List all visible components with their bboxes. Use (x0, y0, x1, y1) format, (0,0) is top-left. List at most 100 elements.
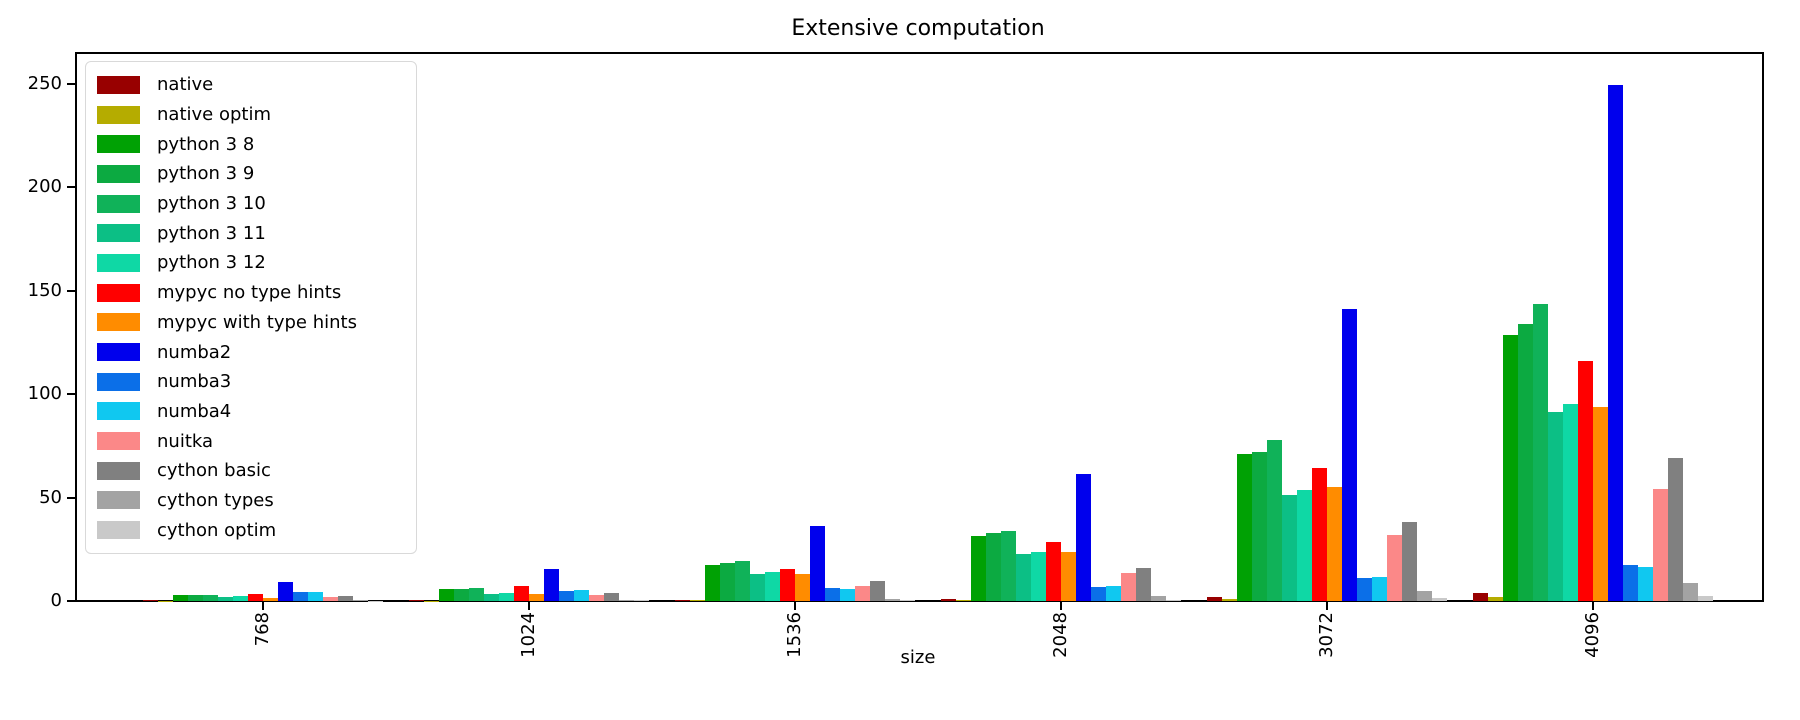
y-tick-label: 200 (27, 176, 62, 198)
bar (780, 568, 795, 601)
bar (1387, 535, 1402, 601)
bar (589, 595, 604, 601)
y-tick-mark (67, 496, 75, 499)
bar (634, 600, 649, 601)
bar (1166, 599, 1181, 601)
bar (1136, 567, 1151, 601)
bar (218, 597, 233, 601)
legend-label: numba3 (157, 371, 232, 393)
bar (158, 600, 173, 601)
bar (1267, 440, 1282, 601)
bar (705, 564, 720, 601)
y-tick-mark (67, 186, 75, 189)
bar (604, 592, 619, 601)
legend-label: python 3 11 (157, 222, 266, 244)
bar (1488, 597, 1503, 601)
bar (1031, 551, 1046, 601)
bar (941, 599, 956, 601)
bar (1297, 490, 1312, 601)
bar (1473, 592, 1488, 601)
bar (885, 598, 900, 601)
bar (1327, 487, 1342, 601)
bar (1121, 572, 1136, 601)
bar (1342, 308, 1357, 601)
x-tick-label: 4096 (1582, 612, 1603, 658)
bar (1372, 577, 1387, 601)
legend-swatch (97, 105, 140, 124)
bar (1016, 554, 1031, 601)
legend-label: numba4 (157, 400, 232, 422)
legend-label: cython optim (157, 519, 277, 541)
legend-item: python 3 9 (97, 159, 406, 189)
legend-swatch (97, 75, 140, 94)
bar (1076, 473, 1091, 601)
legend-label: nuitka (157, 430, 214, 452)
bar (308, 592, 323, 601)
legend-swatch (97, 283, 140, 302)
bar (278, 581, 293, 601)
legend-item: numba4 (97, 397, 406, 427)
bar (735, 560, 750, 601)
y-tick-label: 150 (27, 279, 62, 301)
x-axis-label: size (900, 647, 936, 668)
legend-label: native optim (157, 104, 271, 126)
legend-swatch (97, 194, 140, 213)
bar (690, 600, 705, 601)
bar (810, 526, 825, 601)
bar (720, 562, 735, 601)
bar (1623, 565, 1638, 601)
bar (1698, 595, 1713, 601)
bar (514, 586, 529, 601)
bar (439, 589, 454, 601)
bar (1593, 407, 1608, 601)
bar (409, 600, 424, 601)
bar (1357, 578, 1372, 601)
legend-item: python 3 11 (97, 218, 406, 248)
legend-swatch (97, 521, 140, 540)
bar (1091, 586, 1106, 601)
bar (1252, 452, 1267, 601)
bar (1061, 551, 1076, 601)
x-tick-mark (262, 602, 264, 610)
top-spine (75, 52, 1764, 54)
y-tick-label: 0 (50, 590, 62, 611)
bar (986, 533, 1001, 601)
y-tick-mark (67, 393, 75, 396)
legend-item: python 3 12 (97, 248, 406, 278)
legend-swatch (97, 253, 140, 272)
bar (484, 594, 499, 601)
legend-swatch (97, 402, 140, 421)
legend-item: numba2 (97, 337, 406, 367)
legend-item: python 3 8 (97, 129, 406, 159)
bar (544, 569, 559, 601)
bar (1683, 582, 1698, 601)
legend: native native optim python 3 8 python 3 9 py… (85, 61, 417, 554)
bottom-spine (75, 600, 1764, 602)
bar (323, 597, 338, 601)
bar (233, 596, 248, 601)
bar (499, 592, 514, 601)
x-tick-mark (1060, 602, 1062, 610)
bar (368, 600, 383, 601)
legend-swatch (97, 372, 140, 391)
legend-swatch (97, 135, 140, 154)
bar (1668, 457, 1683, 601)
legend-item: mypyc no type hints (97, 278, 406, 308)
y-tick-mark (67, 600, 75, 602)
legend-label: mypyc with type hints (157, 311, 357, 333)
legend-label: python 3 10 (157, 193, 266, 215)
bar (1533, 304, 1548, 601)
bar (1608, 85, 1623, 601)
x-tick-label: 1024 (518, 612, 539, 658)
bar (870, 581, 885, 601)
bar (248, 594, 263, 601)
bar (840, 588, 855, 601)
x-tick-label: 1536 (784, 612, 805, 658)
bar (1402, 521, 1417, 601)
bar (203, 595, 218, 601)
bar (795, 573, 810, 601)
right-spine (1762, 52, 1764, 602)
x-tick-mark (528, 602, 530, 610)
legend-label: mypyc no type hints (157, 282, 342, 304)
bar (1151, 596, 1166, 601)
